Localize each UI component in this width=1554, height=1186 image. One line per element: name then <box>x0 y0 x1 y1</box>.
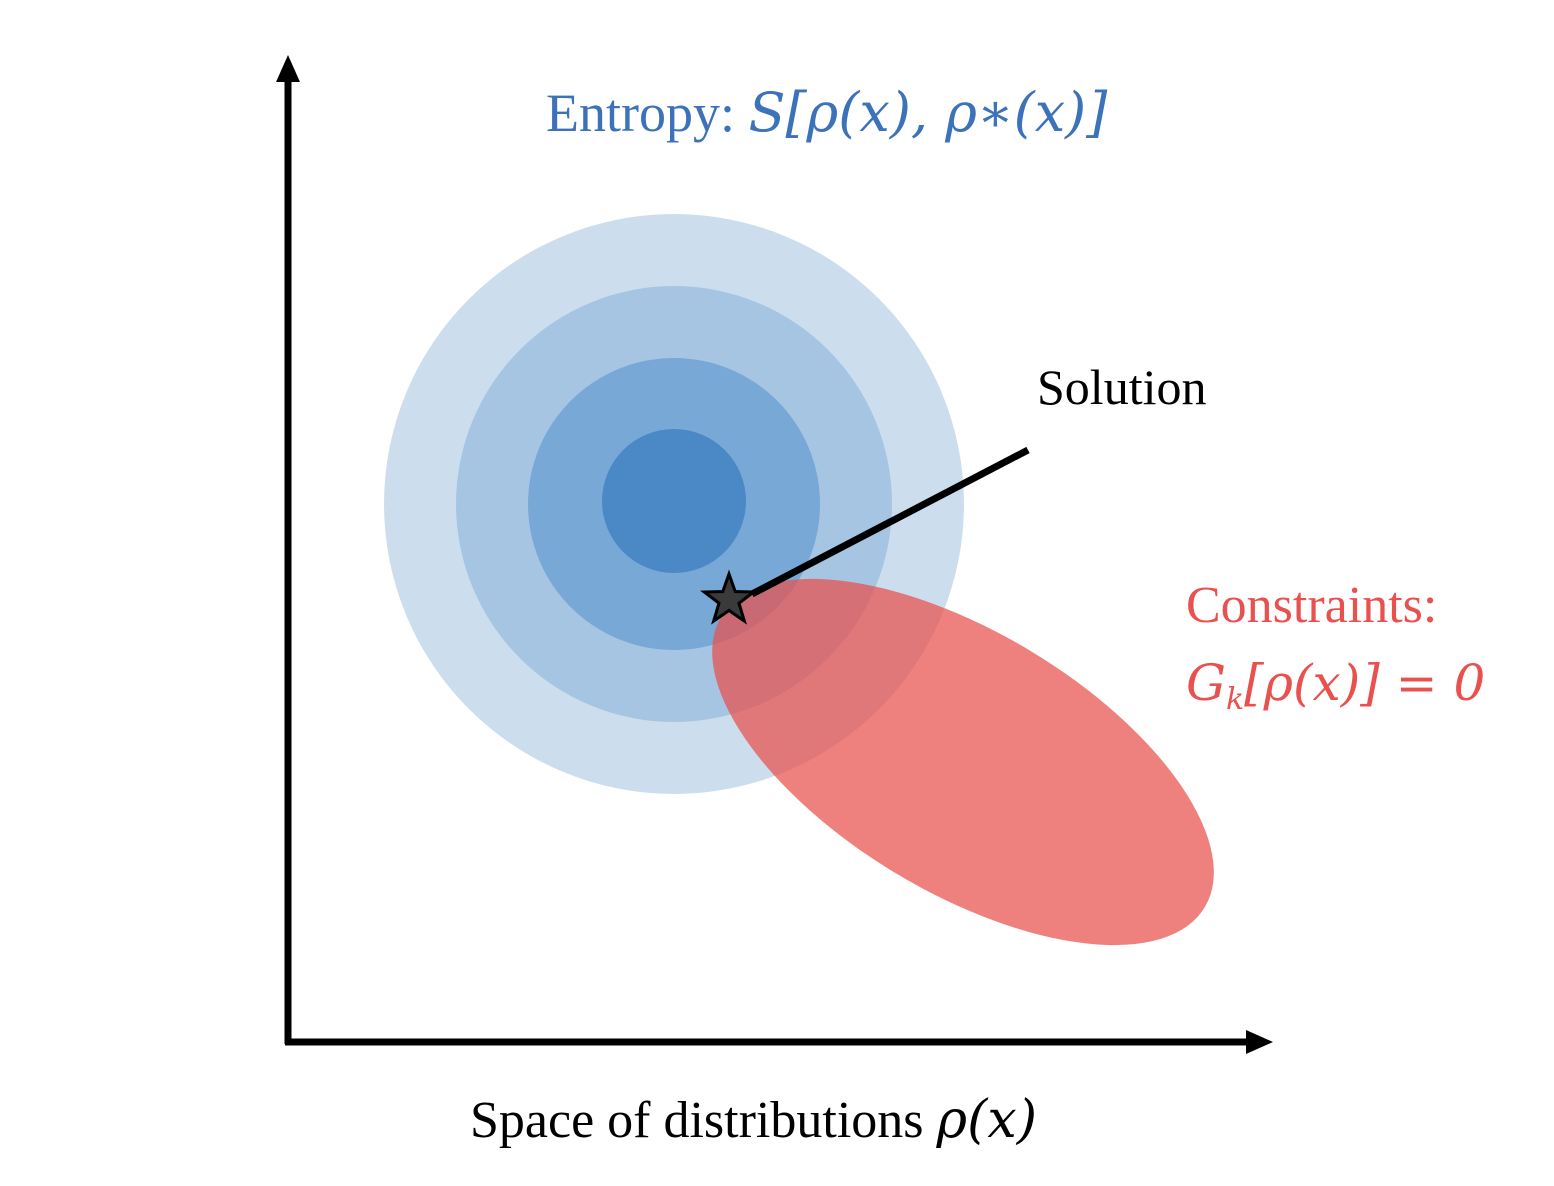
entropy-label: Entropy: S[ρ(x), ρ∗(x)] <box>546 83 1107 143</box>
star-icon <box>700 569 758 625</box>
solution-label: Solution <box>1037 359 1207 415</box>
x-axis-arrowhead <box>1246 1030 1273 1054</box>
axes <box>276 55 1273 1054</box>
solution-leader-line <box>750 446 1030 598</box>
constraints-label: Constraints: <box>1186 577 1438 634</box>
x-axis-label-text: Space of distributions <box>470 1092 937 1149</box>
x-axis-formula: ρ(x) <box>936 1090 1037 1150</box>
y-axis-arrowhead <box>276 55 300 82</box>
constraint-region <box>712 578 1214 946</box>
entropy-formula: S[ρ(x), ρ∗(x)] <box>748 81 1108 144</box>
constraints-formula-rest: [ρ(x)] = 0 <box>1244 654 1486 712</box>
entropy-ring-inner <box>602 429 746 573</box>
constraints-formula-g: G <box>1186 654 1226 712</box>
constraints-formula: Gk[ρ(x)] = 0 <box>1186 658 1485 715</box>
constraints-formula-subscript: k <box>1225 682 1245 717</box>
entropy-label-text: Entropy: <box>546 83 749 143</box>
x-axis-label: Space of distributions ρ(x) <box>470 1094 1037 1147</box>
